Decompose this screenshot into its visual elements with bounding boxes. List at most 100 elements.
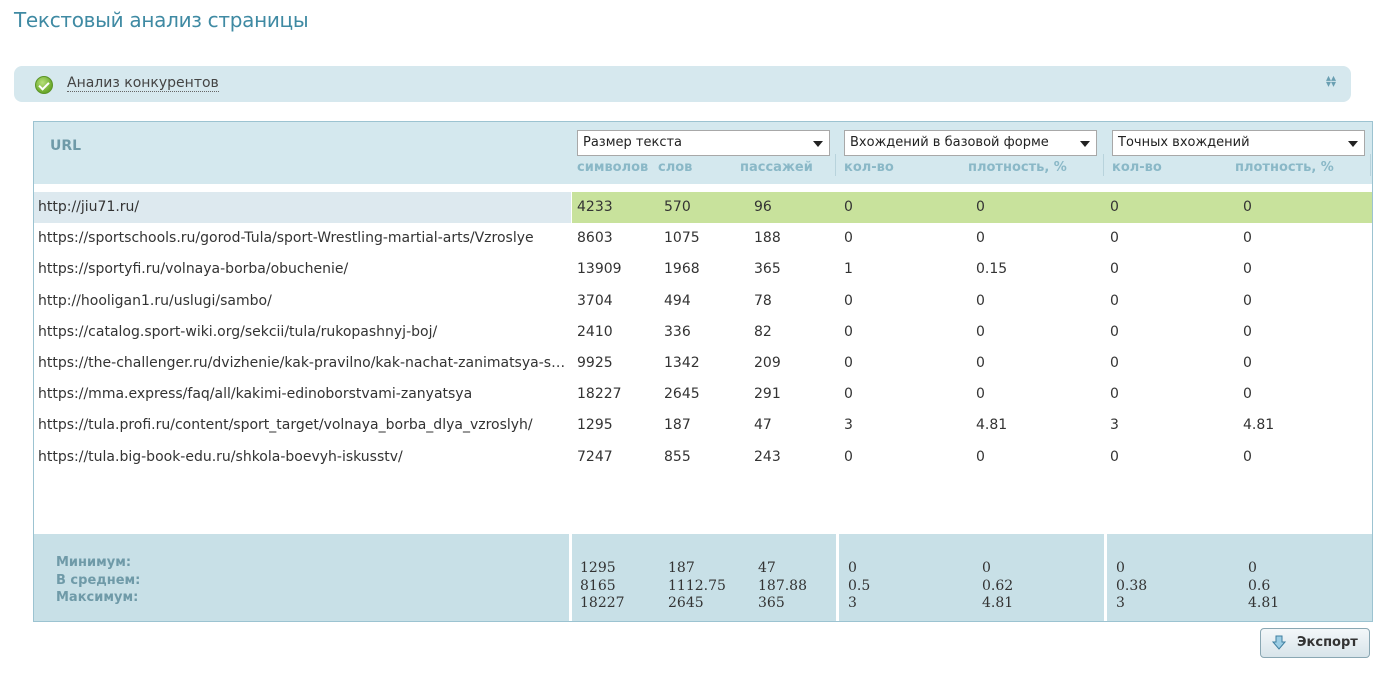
summary-divider [836, 534, 839, 621]
row-value: 0 [976, 292, 985, 309]
subheader-exact-count: кол-во [1112, 160, 1162, 175]
summary-value: 4.81 [982, 595, 1014, 611]
subheader-base-count: кол-во [844, 160, 894, 175]
row-value: 82 [754, 323, 772, 340]
summary-value: 0 [848, 560, 857, 576]
row-value: 96 [754, 199, 772, 215]
table-row[interactable]: https://catalog.sport-wiki.org/sekcii/tu… [34, 317, 1372, 348]
table-row[interactable]: https://tula.big-book-edu.ru/shkola-boev… [34, 442, 1372, 473]
summary-value: 18227 [580, 595, 625, 611]
row-url[interactable]: https://tula.profi.ru/content/sport_targ… [38, 417, 533, 434]
row-url[interactable]: https://tula.big-book-edu.ru/shkola-boev… [38, 448, 403, 465]
summary-value: 0 [982, 560, 991, 576]
competitors-panel: Анализ конкурентов ▴▴ ▾▾ [14, 66, 1351, 102]
table-body: http://jiu71.ru/4233 570 96 0 0 0 0 https://spo… [34, 192, 1372, 473]
summary-value: 187 [668, 560, 695, 576]
row-value: 187 [664, 417, 691, 434]
row-value: 0 [844, 448, 853, 465]
row-value: 78 [754, 292, 772, 309]
table-row[interactable]: https://the-challenger.ru/dvizhenie/kak-… [34, 348, 1372, 379]
summary-value: 1112.75 [668, 577, 726, 594]
table-row[interactable]: http://hooligan1.ru/uslugi/sambo/3704 494… [34, 286, 1372, 317]
row-highlight [572, 192, 1372, 224]
summary-label-max: Максимум: [56, 590, 139, 605]
exact-entries-select[interactable]: Точных вхождений [1112, 130, 1365, 156]
summary-divider [1104, 534, 1107, 621]
row-value: 3 [844, 417, 853, 434]
row-value: 1075 [664, 230, 700, 247]
summary-value: 47 [758, 560, 776, 576]
row-value: 0 [1243, 448, 1252, 465]
row-value: 0 [1243, 292, 1252, 309]
row-value: 0 [1110, 199, 1119, 215]
row-url[interactable]: https://catalog.sport-wiki.org/sekcii/tu… [38, 323, 438, 340]
row-value: 3 [1110, 417, 1119, 434]
exact-entries-select-value: Точных вхождений [1118, 135, 1250, 150]
row-value: 0 [844, 354, 853, 371]
summary-value: 0.62 [982, 577, 1014, 594]
row-value: 494 [664, 292, 691, 309]
row-url[interactable]: https://sportyfi.ru/volnaya-borba/obuche… [38, 261, 349, 278]
row-url[interactable]: https://the-challenger.ru/dvizhenie/kak-… [38, 354, 571, 371]
table-row[interactable]: http://jiu71.ru/4233 570 96 0 0 0 0 [34, 192, 1372, 224]
summary-value: 0 [1248, 560, 1257, 576]
row-value: 0 [976, 354, 985, 371]
page-title: Текстовый анализ страницы [14, 8, 309, 32]
row-value: 209 [754, 354, 781, 371]
base-form-select-value: Вхождений в базовой форме [850, 135, 1049, 150]
table-row[interactable]: https://sportyfi.ru/volnaya-borba/obuche… [34, 254, 1372, 285]
column-divider [1103, 154, 1104, 176]
table-summary: Минимум: В среднем: Максимум: 1295 8165 18… [34, 534, 1372, 621]
row-value: 0 [844, 199, 853, 215]
row-url[interactable]: https://mma.express/faq/all/kakimi-edino… [38, 386, 473, 403]
row-value: 0 [1110, 386, 1119, 403]
row-value: 0 [1243, 354, 1252, 371]
summary-value: 187.88 [758, 577, 807, 594]
row-value: 0 [1243, 261, 1252, 278]
table-row[interactable]: https://sportschools.ru/gorod-Tula/sport… [34, 223, 1372, 254]
summary-value: 4.81 [1248, 595, 1280, 611]
dropdown-arrow-icon [1348, 141, 1358, 147]
table-row[interactable]: https://tula.profi.ru/content/sport_targ… [34, 410, 1372, 441]
subheader-chars: символов [577, 160, 649, 175]
row-value: 4.81 [976, 417, 1008, 434]
row-url[interactable]: http://jiu71.ru/ [34, 192, 571, 224]
base-form-select[interactable]: Вхождений в базовой форме [844, 130, 1097, 156]
row-value: 0 [1243, 323, 1252, 340]
download-arrow-icon [1271, 635, 1287, 650]
row-value: 0 [1243, 230, 1252, 247]
row-value: 18227 [577, 386, 622, 403]
export-button[interactable]: Экспорт [1260, 628, 1370, 658]
collapse-icon[interactable]: ▴▴ ▾▾ [1325, 73, 1337, 90]
competitors-analysis-link[interactable]: Анализ конкурентов [67, 75, 219, 92]
row-value: 4.81 [1243, 417, 1275, 434]
row-value: 0 [976, 199, 985, 215]
row-value: 0 [1110, 354, 1119, 371]
row-value: 0 [1110, 292, 1119, 309]
url-column-header: URL [50, 138, 82, 154]
row-value: 4233 [577, 199, 613, 215]
row-value: 8603 [577, 230, 613, 247]
row-value: 0 [1110, 261, 1119, 278]
export-label: Экспорт [1297, 635, 1358, 650]
row-value: 0 [1243, 386, 1252, 403]
summary-value: 0 [1116, 560, 1125, 576]
row-value: 188 [754, 230, 781, 247]
subheader-base-density: плотность, % [968, 160, 1067, 175]
table-row[interactable]: https://mma.express/faq/all/kakimi-edino… [34, 379, 1372, 410]
row-value: 0 [976, 386, 985, 403]
row-url[interactable]: http://hooligan1.ru/uslugi/sambo/ [38, 292, 272, 309]
summary-value: 8165 [580, 577, 616, 594]
summary-label-min: Минимум: [56, 555, 132, 570]
row-value: 1295 [577, 417, 613, 434]
row-value: 47 [754, 417, 772, 434]
summary-value: 0.5 [848, 577, 871, 594]
row-value: 0 [844, 292, 853, 309]
text-size-select[interactable]: Размер текста [577, 130, 830, 156]
row-url[interactable]: https://sportschools.ru/gorod-Tula/sport… [38, 230, 534, 247]
row-value: 336 [664, 323, 691, 340]
summary-value: 1295 [580, 560, 616, 576]
summary-value: 2645 [668, 595, 704, 611]
analysis-table: URL Размер текста Вхождений в базовой фо… [33, 121, 1373, 622]
row-value: 2410 [577, 323, 613, 340]
